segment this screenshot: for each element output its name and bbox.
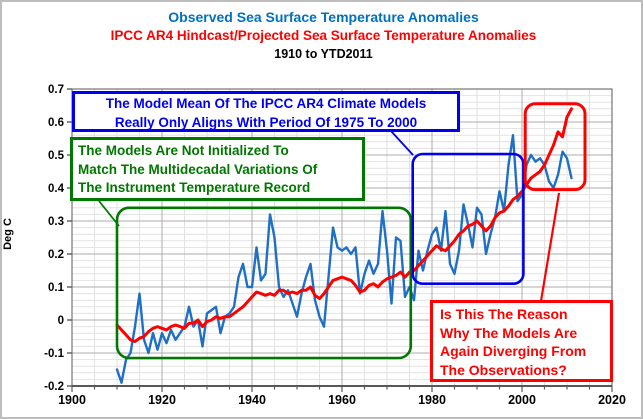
y-tick-label: 0.6 bbox=[48, 117, 64, 129]
green-callout-line bbox=[98, 200, 120, 227]
x-tick-label: 2020 bbox=[598, 393, 626, 407]
y-tick-label: 0.5 bbox=[48, 150, 65, 162]
x-tick-label: 2000 bbox=[508, 393, 536, 407]
x-tick-label: 1940 bbox=[238, 393, 266, 407]
annotation-green-line1: The Models Are Not Initialized To bbox=[78, 143, 289, 158]
annotation-blue-line2: Really Only Aligns With Period Of 1975 T… bbox=[114, 114, 418, 130]
y-tick-label: 0 bbox=[58, 315, 64, 327]
y-tick-label: -0.2 bbox=[44, 381, 64, 393]
y-tick-label: -0.1 bbox=[44, 348, 64, 360]
y-tick-label: 0.3 bbox=[48, 216, 64, 228]
model-mean-line bbox=[115, 107, 573, 343]
annotation-red-line3: Again Diverging From bbox=[440, 343, 587, 359]
x-tick-label: 1980 bbox=[418, 393, 446, 407]
annotation-green-line2: Match The Multidecadal Variations Of bbox=[78, 161, 318, 177]
blue-callout-line bbox=[390, 130, 414, 156]
annotation-green-box: The Models Are Not Initialized To Match … bbox=[70, 137, 365, 201]
chart-title-period: 1910 to YTD2011 bbox=[274, 47, 373, 61]
blue-region bbox=[411, 152, 525, 285]
y-tick-label: 0.1 bbox=[48, 282, 65, 294]
y-tick-label: 0.2 bbox=[48, 249, 64, 261]
annotation-red-line4: The Observations? bbox=[440, 361, 567, 378]
x-tick-label: 1900 bbox=[58, 393, 86, 407]
annotation-blue-line1: The Model Mean Of The IPCC AR4 Climate M… bbox=[105, 96, 427, 111]
x-tick-label: 1960 bbox=[328, 393, 356, 407]
annotation-red-box: Is This The Reason Why The Models Are Ag… bbox=[430, 300, 613, 382]
y-tick-label: 0.7 bbox=[48, 84, 64, 96]
annotation-green-line3: The Instrument Temperature Record bbox=[78, 180, 311, 195]
annotation-red-line2: Why The Models Are bbox=[440, 324, 578, 341]
annotation-red-line1: Is This The Reason bbox=[440, 306, 568, 322]
red-region bbox=[523, 102, 587, 192]
annotation-blue-box: The Model Mean Of The IPCC AR4 Climate M… bbox=[72, 91, 460, 132]
x-tick-label: 1920 bbox=[148, 393, 176, 407]
y-tick-label: 0.4 bbox=[48, 183, 65, 195]
chart-title-model: IPCC AR4 Hindcast/Projected Sea Surface … bbox=[110, 28, 537, 43]
chart-title-observed: Observed Sea Surface Temperature Anomali… bbox=[168, 9, 479, 25]
red-callout-line bbox=[539, 192, 561, 302]
green-region bbox=[115, 206, 413, 360]
